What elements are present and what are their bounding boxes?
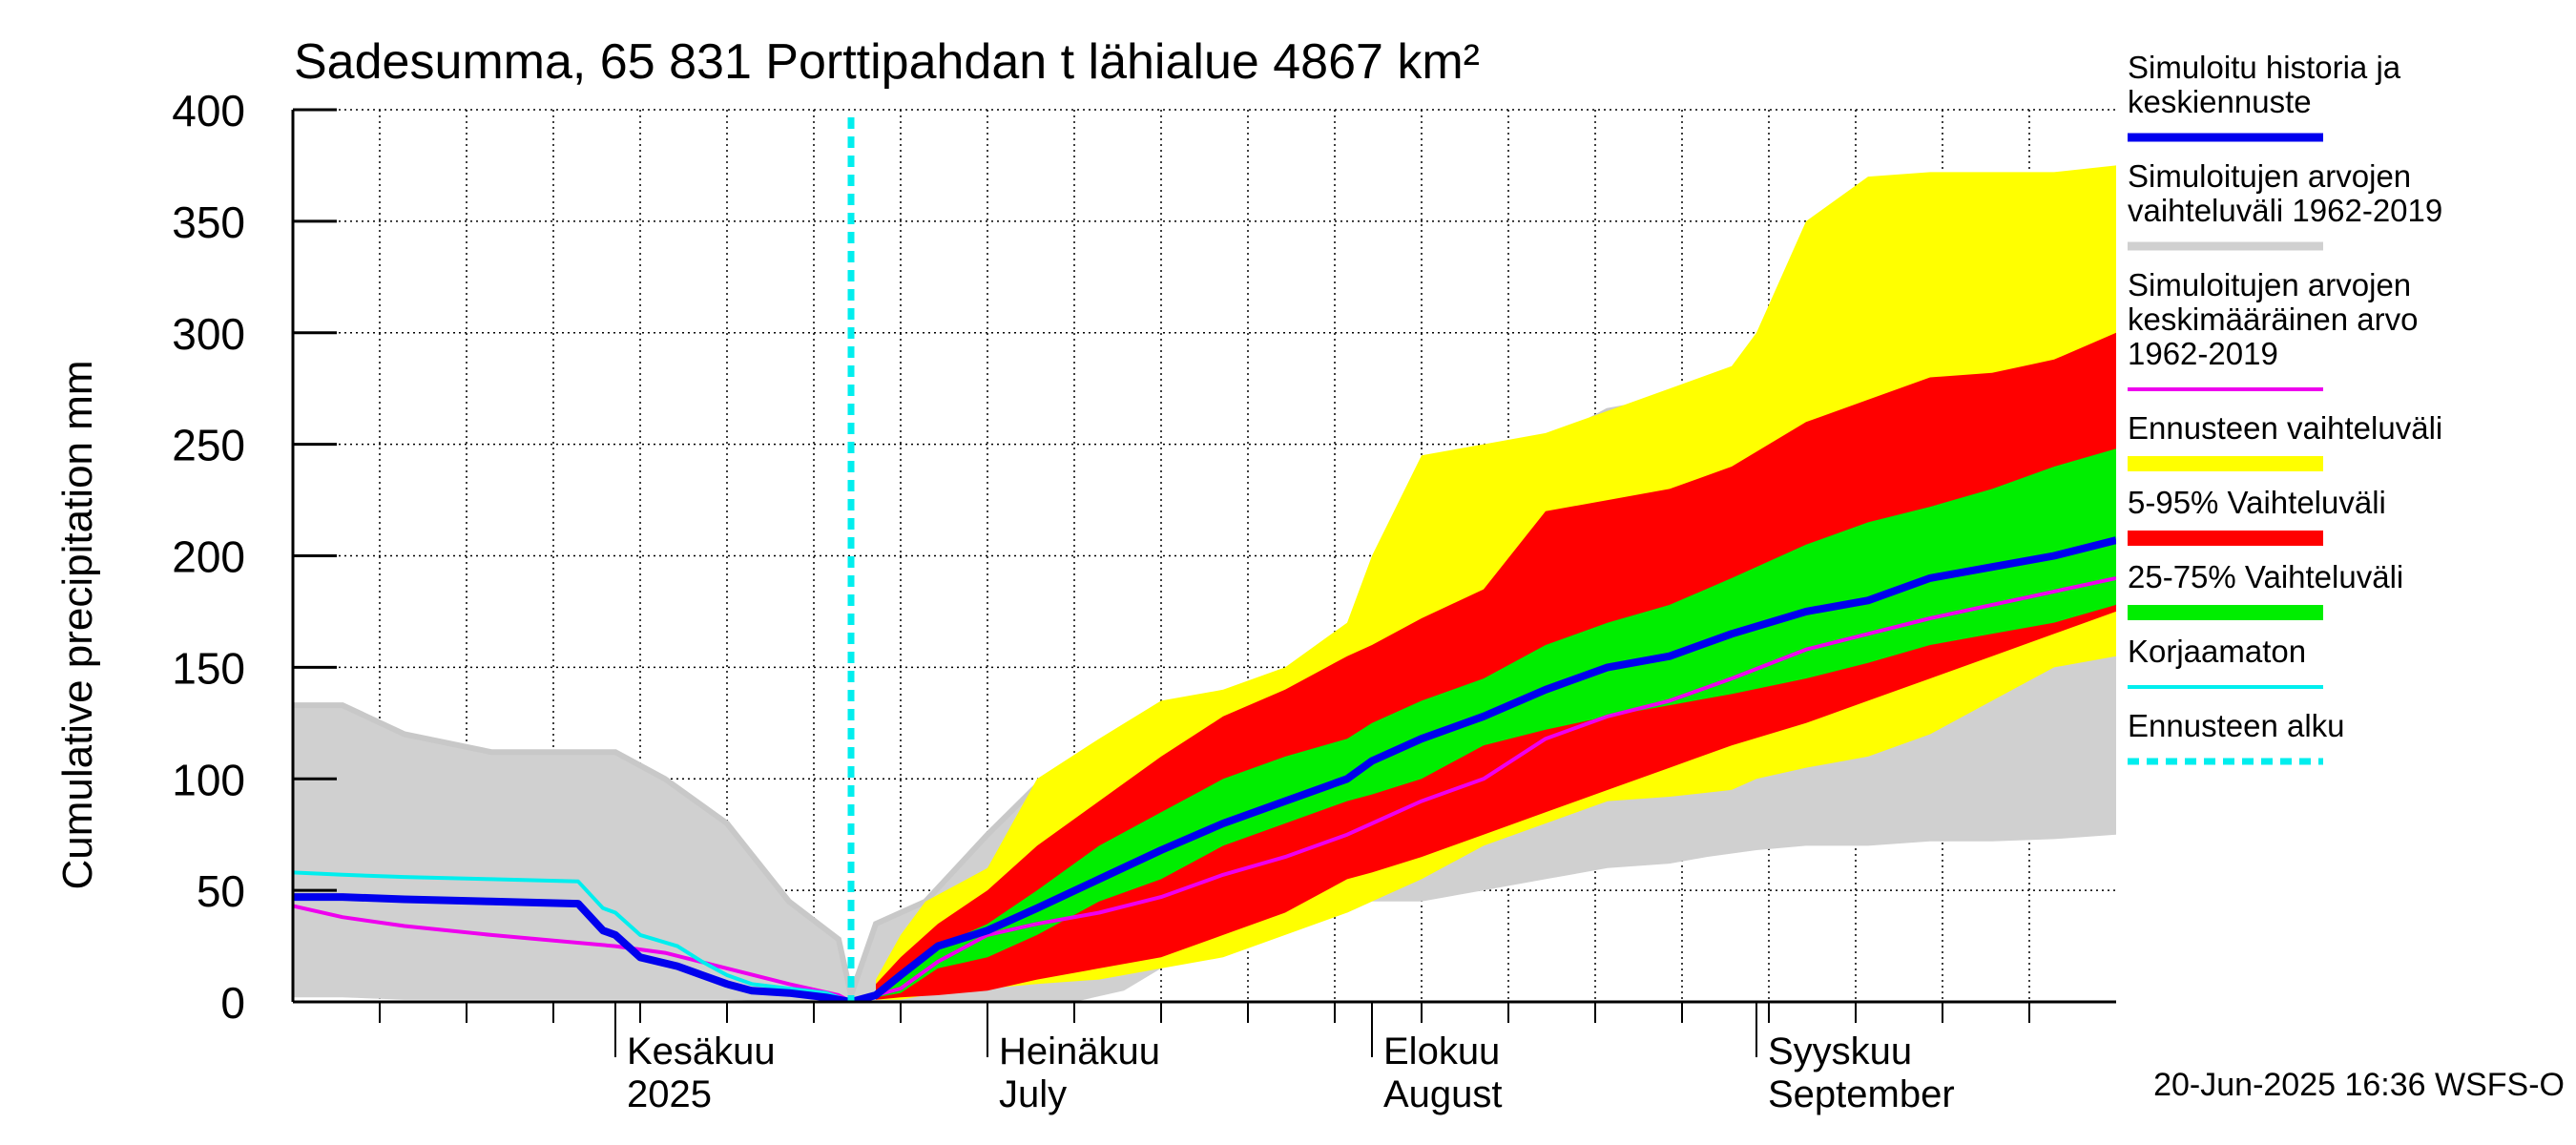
x-month-label-secondary: September [1768,1073,1955,1115]
legend-label: 5-95% Vaihteluväli [2128,485,2386,520]
legend-label: vaihteluväli 1962-2019 [2128,193,2442,228]
y-axis-label: Cumulative precipitation mm [54,360,101,889]
legend-label: Ennusteen alku [2128,708,2345,743]
legend-label: Ennusteen vaihteluväli [2128,410,2442,446]
x-month-label: Syyskuu [1768,1030,1912,1072]
footer-timestamp: 20-Jun-2025 16:36 WSFS-O [2153,1067,2565,1103]
x-month-label: Heinäkuu [999,1030,1160,1072]
legend-label: keskimääräinen arvo [2128,302,2418,337]
x-month-label-secondary: August [1383,1073,1503,1115]
legend-label: keskiennuste [2128,84,2312,119]
x-month-label: Elokuu [1383,1030,1500,1072]
x-month-label-secondary: July [999,1073,1067,1115]
chart-title: Sadesumma, 65 831 Porttipahdan t lähialu… [294,34,1480,90]
legend-label: 25-75% Vaihteluväli [2128,559,2403,594]
y-tick-label: 400 [172,86,245,135]
legend-label: 1962-2019 [2128,336,2278,371]
y-tick-label: 300 [172,309,245,359]
legend-label: Simuloitu historia ja [2128,50,2401,85]
series-layer [293,165,2116,1002]
y-tick-label: 200 [172,532,245,582]
series-7-line [293,536,2116,1002]
y-tick-label: 250 [172,421,245,470]
legend-label: Simuloitujen arvojen [2128,158,2411,194]
y-tick-label: 50 [197,866,245,916]
x-month-label-secondary: 2025 [627,1073,712,1115]
y-tick-label: 150 [172,643,245,693]
series-5-line [293,575,2116,1002]
y-tick-label: 0 [220,978,245,1028]
y-tick-label: 100 [172,755,245,804]
series-6-line [293,870,852,1002]
x-month-label: Kesäkuu [627,1030,776,1072]
legend-label: Simuloitujen arvojen [2128,267,2411,302]
legend-label: Korjaamaton [2128,634,2306,669]
y-tick-label: 350 [172,198,245,247]
series-4-band [876,448,2116,998]
